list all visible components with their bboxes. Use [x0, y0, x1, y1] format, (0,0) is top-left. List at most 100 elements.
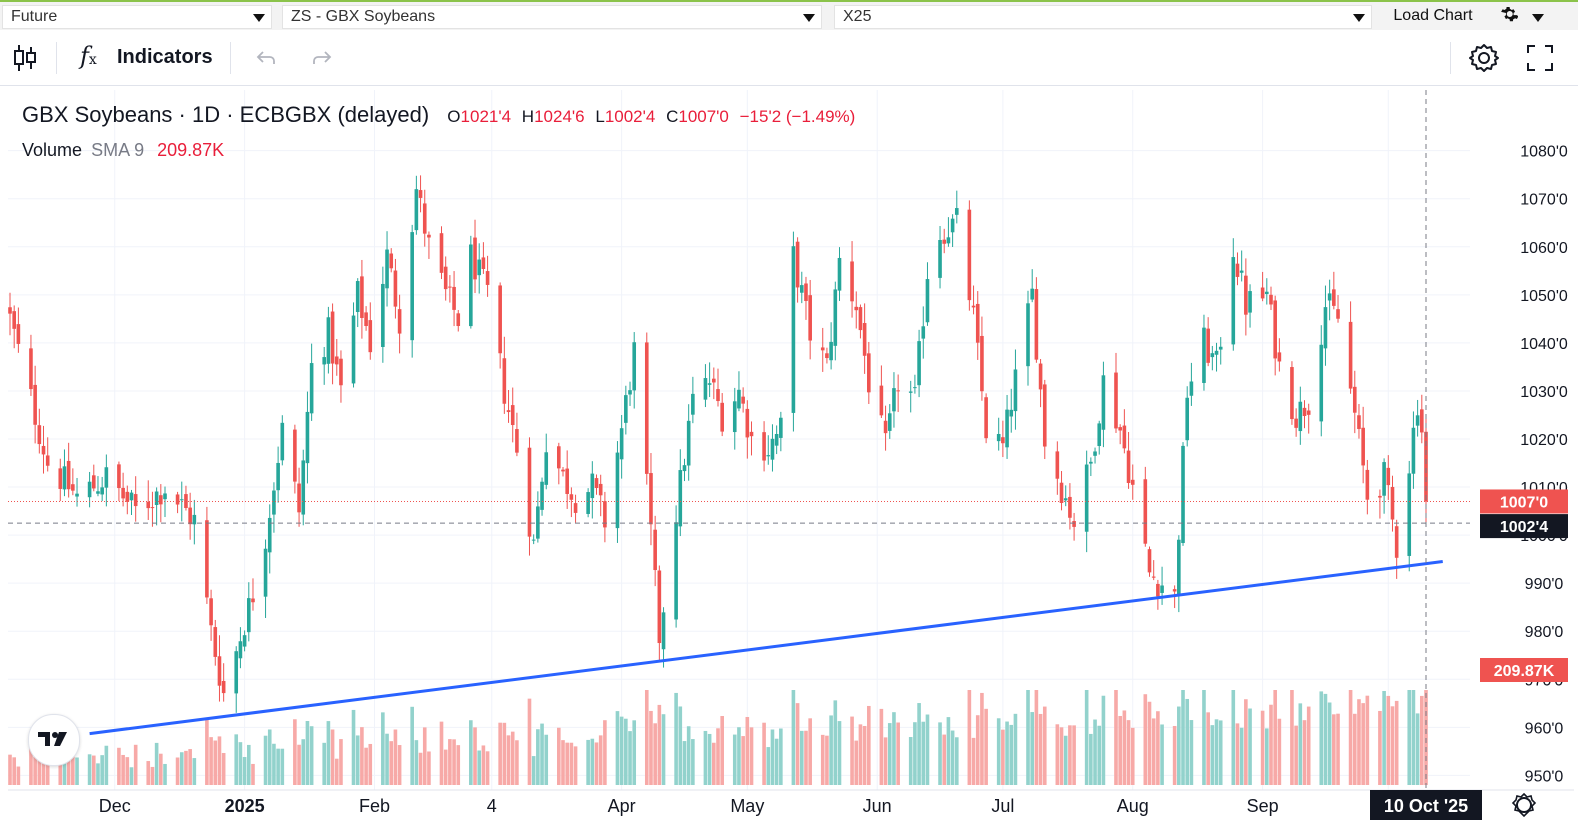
volume-bar — [1382, 690, 1386, 785]
volume-bar — [1009, 724, 1014, 785]
high-value: 1024'6 — [534, 107, 585, 126]
candle-body — [1114, 372, 1118, 429]
volume-bar — [1361, 703, 1365, 785]
fullscreen-icon[interactable] — [1526, 44, 1554, 77]
volume-bar — [862, 725, 867, 785]
indicators-button[interactable]: fx Indicators — [74, 30, 224, 86]
volume-bar — [586, 739, 590, 785]
candle-body — [456, 313, 461, 327]
volume-bar — [355, 735, 360, 785]
candle-body — [1394, 526, 1399, 558]
settings-icon[interactable] — [1468, 42, 1500, 79]
candle-body — [515, 429, 519, 453]
candle-body — [133, 494, 138, 507]
last-price-badge: 1007'0 — [1500, 494, 1548, 511]
volume-bar — [1294, 725, 1298, 785]
symbol-select[interactable]: ZS - GBX Soybeans — [282, 5, 822, 29]
candle-body — [1382, 462, 1386, 496]
volume-bar — [556, 727, 561, 785]
candle-body — [246, 598, 251, 633]
volume-bar — [661, 714, 666, 785]
volume-bar — [246, 744, 251, 785]
candle-body — [862, 323, 867, 356]
candle-body — [1290, 367, 1294, 420]
y-tick-label: 1070'0 — [1520, 192, 1568, 209]
volume-bar — [1118, 715, 1122, 785]
volume-bar — [531, 756, 536, 785]
chevron-down-icon[interactable] — [1532, 14, 1544, 22]
candle-body — [644, 342, 649, 474]
volume-bar — [330, 729, 335, 785]
volume-bar — [1302, 720, 1307, 785]
volume-bar — [280, 748, 285, 785]
volume-bar — [1264, 728, 1269, 785]
volume-bar — [66, 753, 71, 785]
candle-body — [531, 539, 536, 541]
candle-body — [749, 431, 754, 437]
candle-body — [716, 389, 720, 402]
last-price-badge-bg — [1480, 489, 1568, 514]
volume-bar — [808, 718, 812, 785]
chart-area[interactable]: 950'0960'0970'0980'0990'01000'01010'0102… — [8, 90, 1574, 828]
tradingview-logo[interactable] — [28, 714, 80, 766]
volume-bar — [1290, 690, 1294, 785]
volume-bar — [674, 692, 678, 785]
close-label: C — [666, 107, 679, 126]
contract-type-select[interactable]: Future — [2, 5, 272, 29]
candle-body — [741, 396, 745, 404]
expiry-select[interactable]: X25 — [834, 5, 1372, 29]
volume-bar — [644, 690, 649, 785]
candle-body — [1277, 352, 1282, 362]
candle-body — [1172, 589, 1177, 592]
volume-bar — [1420, 695, 1424, 785]
candle-body — [1038, 363, 1043, 390]
candle-body — [502, 358, 507, 404]
y-tick-label: 1050'0 — [1520, 288, 1568, 305]
volume-bar — [179, 752, 184, 785]
volume-bar — [561, 740, 565, 785]
candle-body — [795, 241, 800, 288]
candle-body — [858, 307, 863, 331]
candles-icon[interactable] — [12, 43, 38, 78]
volume-bar — [632, 720, 637, 785]
candle-body — [879, 385, 884, 416]
volume-bar — [825, 735, 829, 785]
volume-label: Volume — [22, 140, 83, 160]
candle-body — [1189, 381, 1194, 396]
symbol-value: ZS - GBX Soybeans — [291, 8, 436, 25]
volume-bar — [1231, 690, 1236, 785]
candle-body — [1001, 437, 1005, 444]
volume-bar — [1332, 714, 1336, 785]
candle-body — [799, 285, 804, 293]
volume-bar — [192, 758, 197, 785]
volume-bar — [1206, 712, 1210, 785]
volume-bar — [1122, 710, 1127, 785]
y-tick-label: 1030'0 — [1520, 384, 1568, 401]
volume-bar — [1130, 727, 1135, 785]
gear-icon[interactable] — [1500, 5, 1519, 28]
redo-icon[interactable] — [310, 46, 334, 75]
candle-body — [674, 522, 678, 620]
x-tick-label: Apr — [608, 796, 636, 816]
candle-body — [833, 289, 838, 346]
undo-icon[interactable] — [254, 46, 278, 75]
price-chart[interactable]: 950'0960'0970'0980'0990'01000'01010'0102… — [8, 90, 1574, 828]
volume-bar — [569, 742, 574, 785]
volume-bar — [339, 739, 343, 785]
y-tick-label: 960'0 — [1525, 720, 1564, 737]
volume-bar — [628, 731, 632, 785]
load-chart-button[interactable]: Load Chart — [1393, 7, 1473, 24]
candle-body — [1235, 263, 1240, 277]
volume-bar — [1244, 699, 1248, 785]
volume-value: 209.87K — [157, 140, 225, 160]
candle-body — [971, 305, 976, 308]
volume-bar — [653, 723, 657, 785]
candle-body — [653, 529, 657, 571]
candle-body — [1160, 585, 1164, 593]
y-tick-label: 950'0 — [1525, 768, 1564, 785]
chart-toolbar: fx Indicators — [0, 30, 1578, 86]
volume-bar — [473, 727, 477, 785]
y-tick-label: 980'0 — [1525, 624, 1564, 641]
candle-body — [804, 283, 808, 301]
candle-body — [272, 490, 276, 515]
